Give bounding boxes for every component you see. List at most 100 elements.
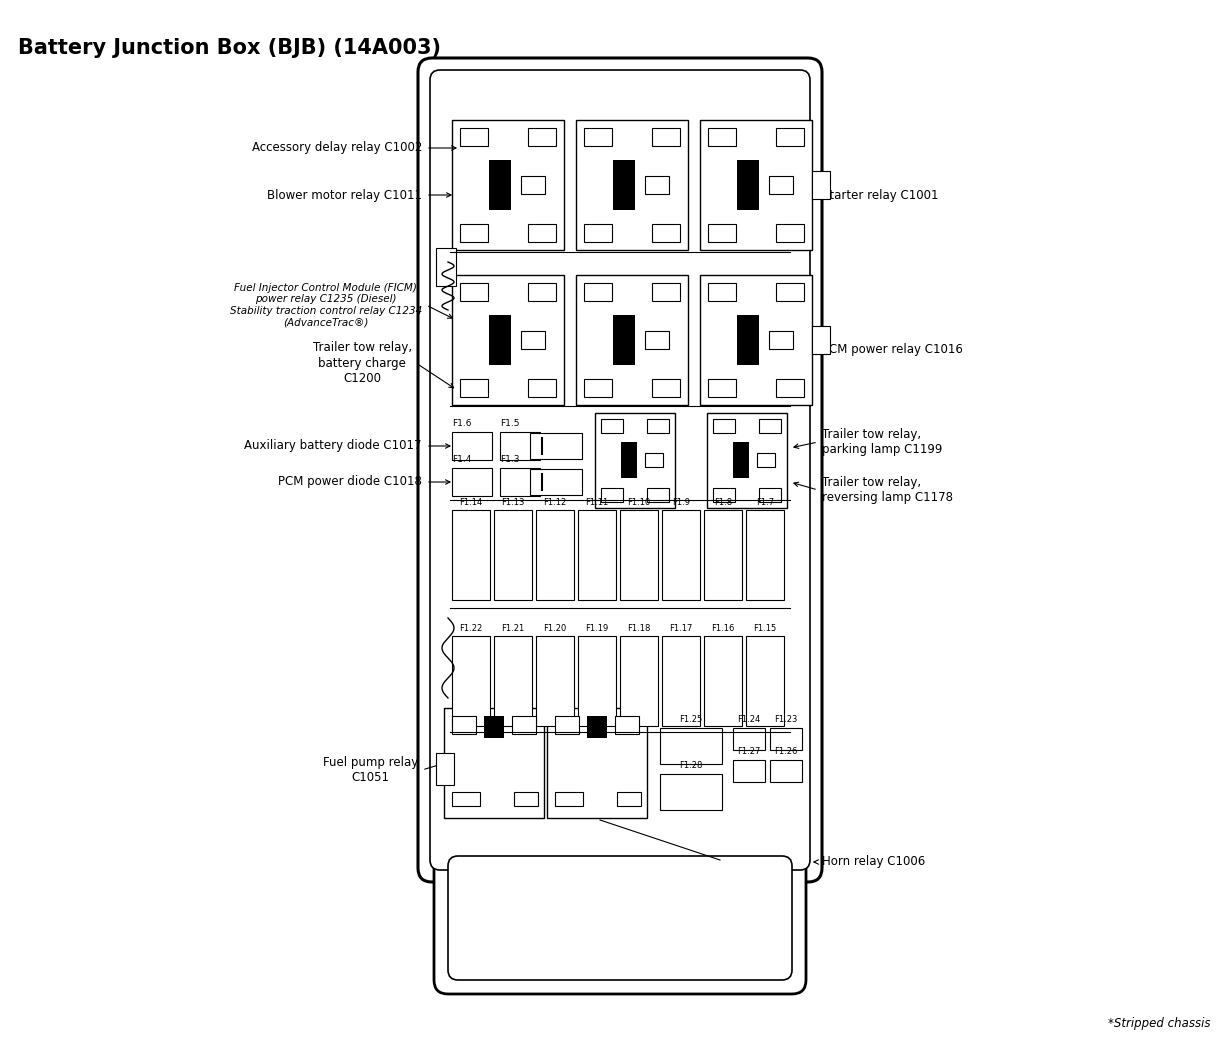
Bar <box>436 753 455 785</box>
Bar <box>776 379 804 397</box>
Bar <box>452 636 490 727</box>
Bar <box>615 716 639 734</box>
Bar <box>707 413 787 508</box>
Bar <box>660 774 722 810</box>
Bar <box>529 379 556 397</box>
FancyBboxPatch shape <box>448 856 792 980</box>
Text: F1.7: F1.7 <box>756 498 774 507</box>
Bar <box>733 442 749 478</box>
Text: Auxiliary battery diode C1017: Auxiliary battery diode C1017 <box>244 439 423 453</box>
Text: Trailer tow relay,
battery charge
C1200: Trailer tow relay, battery charge C1200 <box>313 341 411 384</box>
Bar <box>460 128 488 146</box>
Bar <box>620 636 658 727</box>
Bar <box>703 510 742 600</box>
Bar <box>452 275 564 406</box>
Bar <box>513 716 536 734</box>
Text: F1.18: F1.18 <box>627 624 650 633</box>
Text: Blower motor relay C1011: Blower motor relay C1011 <box>267 189 423 202</box>
Text: F1.5: F1.5 <box>500 419 520 428</box>
Bar <box>452 468 492 496</box>
Bar <box>652 283 680 301</box>
Bar <box>536 636 574 727</box>
Bar <box>595 413 675 508</box>
Text: F1.21: F1.21 <box>501 624 525 633</box>
Bar <box>494 636 532 727</box>
Bar <box>776 224 804 242</box>
Bar <box>452 120 564 250</box>
Bar <box>759 419 781 433</box>
Text: F1.13: F1.13 <box>501 498 525 507</box>
Bar <box>554 716 579 734</box>
Bar <box>578 636 616 727</box>
Bar <box>662 636 700 727</box>
Bar <box>460 379 488 397</box>
Bar <box>601 488 623 502</box>
Bar <box>530 433 582 459</box>
Bar <box>700 275 812 406</box>
Bar <box>601 419 623 433</box>
Bar <box>662 510 700 600</box>
Bar <box>708 379 736 397</box>
Bar <box>529 283 556 301</box>
Bar <box>759 488 781 502</box>
Text: Horn relay C1006: Horn relay C1006 <box>822 855 925 868</box>
Text: Fuel Injector Control Module (FICM)
power relay C1235 (Diesel)
Stability tractio: Fuel Injector Control Module (FICM) powe… <box>229 283 423 327</box>
Text: F1.9: F1.9 <box>671 498 690 507</box>
Bar <box>769 331 793 348</box>
Bar <box>614 315 634 365</box>
Text: F1.3: F1.3 <box>500 455 520 464</box>
Bar <box>514 792 538 806</box>
Text: Battery Junction Box (BJB) (14A003): Battery Junction Box (BJB) (14A003) <box>18 38 441 58</box>
Text: F1.20: F1.20 <box>543 624 567 633</box>
Text: F1.22: F1.22 <box>460 624 483 633</box>
Text: *Stripped chassis: *Stripped chassis <box>1108 1017 1210 1030</box>
Bar <box>737 315 759 365</box>
Bar <box>713 419 736 433</box>
Bar <box>529 128 556 146</box>
Bar <box>452 792 480 806</box>
FancyBboxPatch shape <box>434 842 806 994</box>
Bar <box>652 379 680 397</box>
Text: F1.10: F1.10 <box>627 498 650 507</box>
Bar <box>489 161 511 210</box>
Bar <box>436 248 456 286</box>
Bar <box>770 728 802 750</box>
Bar <box>444 708 545 818</box>
Bar <box>536 510 574 600</box>
Bar <box>708 224 736 242</box>
Text: F1.8: F1.8 <box>713 498 732 507</box>
Bar <box>652 224 680 242</box>
Bar <box>756 453 775 467</box>
Bar <box>584 128 612 146</box>
Bar <box>460 283 488 301</box>
Text: Starter relay C1001: Starter relay C1001 <box>822 189 939 202</box>
Bar <box>733 728 765 750</box>
Bar <box>460 224 488 242</box>
Bar <box>776 128 804 146</box>
Bar <box>530 469 582 495</box>
Bar <box>747 510 784 600</box>
FancyBboxPatch shape <box>418 58 822 882</box>
Text: F1.25: F1.25 <box>679 715 702 724</box>
Bar <box>578 510 616 600</box>
Text: F1.27: F1.27 <box>737 747 760 756</box>
FancyBboxPatch shape <box>430 70 809 870</box>
Bar <box>776 283 804 301</box>
Bar <box>621 442 637 478</box>
Bar <box>700 120 812 250</box>
Bar <box>769 176 793 194</box>
Text: Trailer tow relay,
parking lamp C1199: Trailer tow relay, parking lamp C1199 <box>822 428 942 456</box>
Bar <box>647 419 669 433</box>
Text: PCM power diode C1018: PCM power diode C1018 <box>278 475 423 489</box>
Bar <box>646 331 669 348</box>
Bar <box>521 331 545 348</box>
Bar <box>452 432 492 460</box>
Bar <box>733 760 765 782</box>
Bar <box>747 636 784 727</box>
Bar <box>646 176 669 194</box>
Bar <box>494 510 532 600</box>
Bar <box>577 275 687 406</box>
Bar <box>452 716 476 734</box>
Text: Fuel pump relay
C1051: Fuel pump relay C1051 <box>323 756 418 784</box>
Text: F1.24: F1.24 <box>738 715 760 724</box>
